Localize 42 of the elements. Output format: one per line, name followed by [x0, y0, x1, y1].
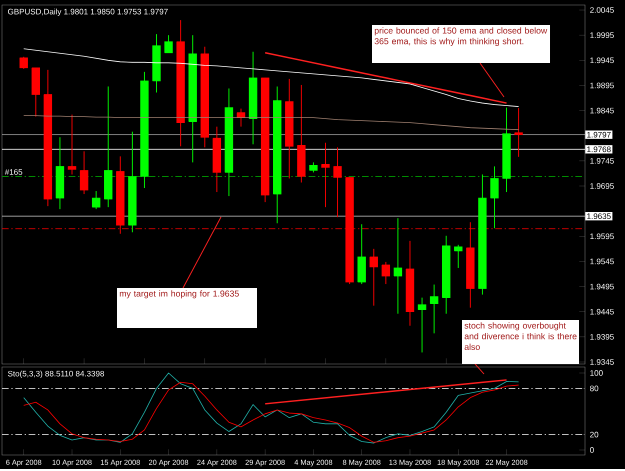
- candlestick: [80, 150, 88, 195]
- y-tick-label: 1.9995: [590, 32, 614, 38]
- y-tick-label: 1.9845: [590, 108, 614, 114]
- candlestick: [418, 297, 426, 353]
- y-tick-label: 0: [590, 447, 594, 453]
- y-tick-label: 1.9595: [590, 234, 614, 240]
- candlestick: [430, 284, 438, 334]
- y-tick-label: 1.9445: [590, 308, 614, 315]
- y-tick-label: 20: [590, 432, 598, 438]
- candlestick: [333, 146, 342, 218]
- y-tick-label: 100: [590, 370, 603, 376]
- ref-line-label: 1.9768: [587, 146, 611, 152]
- annotation: my target im hoping for 1.9635: [120, 290, 239, 298]
- chart-title: GBPUSD,Daily 1.9801 1.9850 1.9753 1.9797: [8, 8, 168, 16]
- annotation: #165: [4, 169, 22, 175]
- candlestick: [20, 56, 28, 70]
- ref-line-label: 1.9797: [587, 132, 611, 138]
- y-tick-label: 1.9395: [590, 334, 614, 340]
- candlestick: [68, 114, 76, 176]
- y-tick-label: 80: [590, 386, 598, 392]
- y-tick-label: 2.0045: [590, 7, 614, 13]
- chart-title: Sto(5,3,3) 88.5110 84.3398: [8, 370, 104, 378]
- annotation: price bounced of 150 ema and closed below 365 ema, this is why im thinking short.: [374, 27, 548, 46]
- y-tick-label: 1.9895: [590, 82, 614, 88]
- y-tick-label: 1.9545: [590, 258, 614, 264]
- annotation: stoch showing overbought and diverence i think is there also: [464, 322, 577, 350]
- candlestick: [454, 244, 462, 269]
- candlestick: [514, 108, 523, 158]
- y-tick-label: 1.9945: [590, 58, 614, 64]
- candlestick: [92, 190, 100, 210]
- y-tick-label: 1.9745: [590, 158, 614, 164]
- y-tick-label: 1.9695: [590, 183, 614, 189]
- candlestick: [382, 262, 390, 285]
- candlestick: [309, 162, 318, 173]
- candlestick: [164, 34, 173, 54]
- y-tick-label: 1.9345: [590, 359, 614, 365]
- candlestick: [321, 142, 330, 208]
- candlestick: [490, 166, 499, 229]
- y-tick-label: 1.9495: [590, 284, 614, 290]
- candlestick: [394, 218, 402, 314]
- ref-line-label: 1.9635: [587, 213, 611, 220]
- candlestick: [370, 248, 378, 306]
